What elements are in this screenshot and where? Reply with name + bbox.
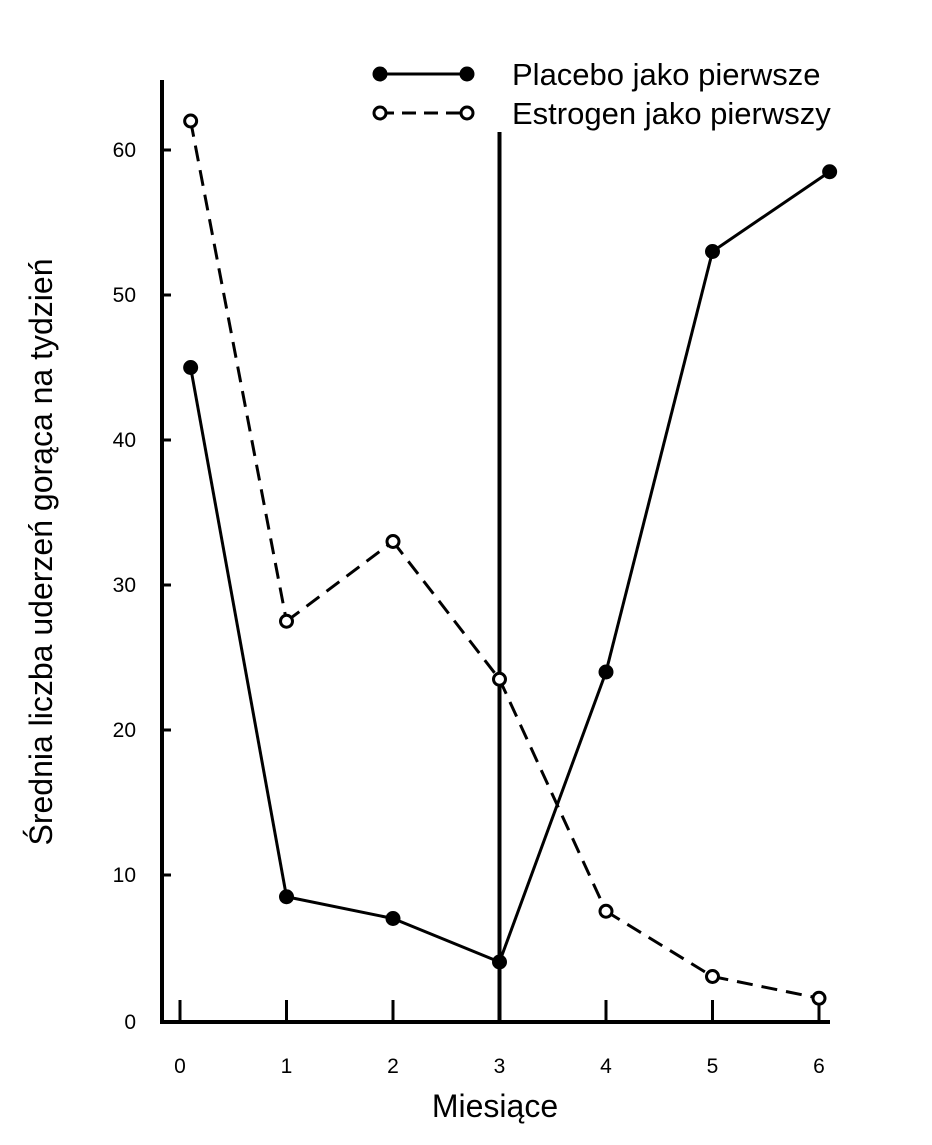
y-axis-label: Średnia liczba uderzeń gorąca na tydzień: [23, 258, 59, 845]
series-2-segment: [605, 909, 714, 978]
series-2: [183, 113, 827, 1006]
x-tick-label: 3: [494, 1055, 506, 1078]
legend-marker: [459, 66, 475, 82]
series-1-point: [598, 664, 614, 680]
legend-marker: [372, 105, 388, 121]
series-1-point: [385, 911, 401, 926]
x-tick-label: 2: [387, 1055, 399, 1078]
series-2-segment: [285, 540, 394, 623]
series-2-point: [811, 990, 827, 1006]
series-1: [183, 164, 838, 970]
series-1-segment: [604, 251, 714, 673]
legend-label: Placebo jako pierwsze: [512, 57, 820, 92]
series-2-point: [492, 671, 507, 687]
series-1-segment: [392, 917, 501, 964]
series-1-segment: [189, 367, 288, 898]
series-2-segment: [498, 678, 608, 912]
series-2-point: [183, 113, 199, 129]
series-1-point: [492, 954, 507, 970]
legend-label: Estrogen jako pierwszy: [512, 96, 831, 131]
series-2-point: [385, 534, 401, 549]
series-1-segment: [498, 671, 608, 963]
legend-marker: [459, 105, 475, 121]
series-1-segment: [711, 170, 831, 253]
series-2-segment: [189, 120, 288, 622]
legend-marker: [372, 66, 388, 82]
series-1-segment: [286, 895, 394, 920]
series-2-segment: [391, 540, 501, 681]
axes: 0 10 20 30 40 50 60 0 1 2 3 4 5 6: [113, 80, 830, 1078]
series-2-point: [598, 903, 614, 919]
y-tick-label: 50: [113, 284, 136, 307]
legend: Placebo jako pierwsze Estrogen jako pierw…: [372, 57, 831, 131]
y-tick-label: 0: [124, 1011, 136, 1034]
x-tick-label: 1: [281, 1055, 293, 1078]
series-1-point: [279, 889, 294, 905]
y-tick-label: 10: [113, 864, 136, 887]
x-tick-label: 4: [600, 1055, 612, 1078]
series-1-point: [183, 360, 199, 375]
series-2-point: [279, 613, 294, 629]
series-layer: [183, 113, 838, 1006]
x-axis-label: Miesiące: [432, 1088, 558, 1124]
x-tick-label: 5: [707, 1055, 719, 1078]
y-tick-label: 20: [113, 719, 136, 742]
series-2-point: [705, 969, 720, 984]
series-1-point: [705, 244, 720, 259]
y-ticks: 0 10 20 30 40 50 60: [113, 139, 171, 1034]
series-1-point: [822, 164, 838, 180]
y-tick-label: 60: [113, 139, 136, 162]
y-tick-label: 40: [113, 429, 136, 452]
x-tick-label: 6: [813, 1055, 825, 1078]
series-2-segment: [712, 975, 820, 1000]
x-tick-label: 0: [174, 1055, 186, 1078]
y-tick-label: 30: [113, 574, 136, 597]
